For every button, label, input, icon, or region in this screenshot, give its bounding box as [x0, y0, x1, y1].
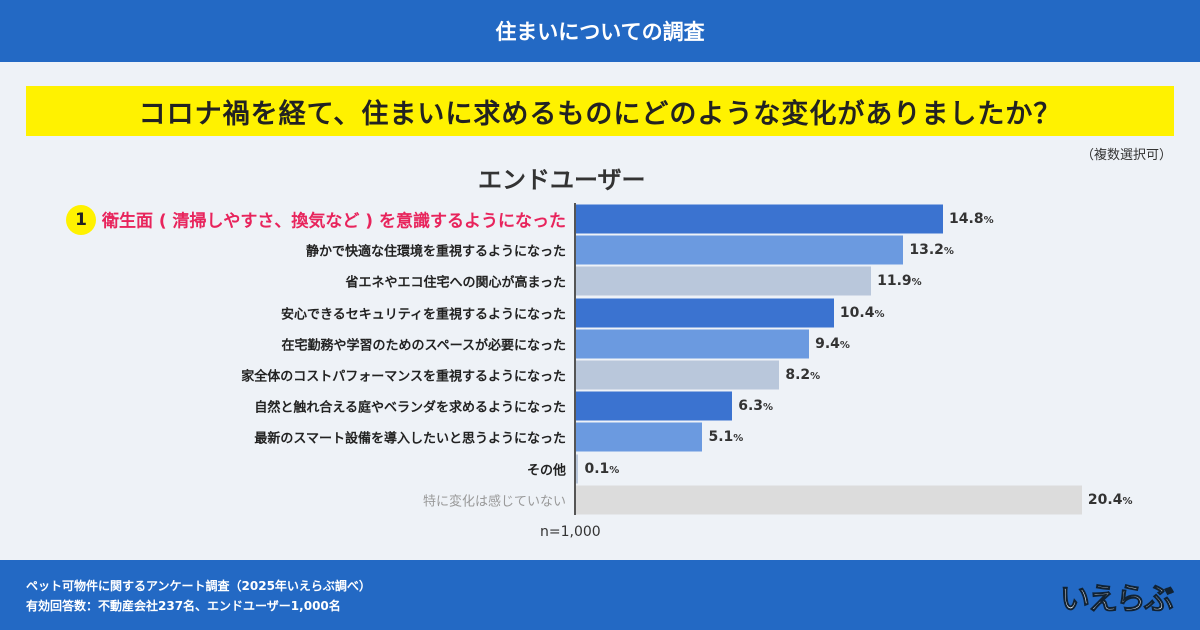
value-label: 0.1%	[584, 460, 620, 477]
value-label: 20.4%	[1087, 491, 1133, 508]
category-label: 在宅勤務や学習のためのスペースが必要になった	[281, 338, 566, 354]
chart-title: エンドユーザー	[478, 166, 646, 194]
bar	[576, 329, 810, 359]
category-label: 省エネやエコ住宅への関心が高まった	[345, 275, 566, 291]
category-label: その他	[526, 463, 566, 479]
category-label: 家全体のコストパフォーマンスを重視するようになった	[241, 369, 566, 385]
bar	[576, 360, 780, 390]
category-label: 安心できるセキュリティを重視するようになった	[281, 307, 566, 323]
footer: ペット可物件に関するアンケート調査（2025年いえらぶ調べ） 有効回答数：不動産…	[0, 560, 1200, 630]
footer-respondents: 有効回答数：不動産会社237名、エンドユーザー1,000名	[26, 599, 341, 613]
bar	[576, 266, 872, 296]
category-label: 衛生面 ( 清掃しやすさ、換気など ) を意識するようになった	[101, 211, 566, 232]
value-label: 11.9%	[877, 273, 922, 290]
multi-select-note: （複数選択可）	[1080, 148, 1172, 163]
header-title: 住まいについての調査	[0, 0, 1200, 62]
category-label: 最新のスマート設備を導入したいと思うようになった	[254, 431, 566, 447]
bar	[576, 422, 703, 452]
bar	[576, 298, 834, 328]
bar	[576, 204, 944, 234]
bar	[576, 485, 1082, 515]
category-label: 特に変化は感じていない	[422, 494, 566, 510]
value-label: 8.2%	[785, 367, 821, 383]
value-label: 13.2%	[909, 242, 954, 259]
bar	[576, 235, 904, 265]
value-label: 6.3%	[738, 398, 774, 415]
rank-badge: 1	[66, 205, 96, 235]
value-label: 5.1%	[708, 429, 744, 446]
value-label: 14.8%	[949, 211, 994, 227]
axis-line	[574, 203, 576, 515]
category-label: 自然と触れ合える庭やベランダを求めるようになった	[254, 400, 566, 416]
category-label: 静かで快適な住環境を重視するようになった	[305, 244, 566, 260]
value-label: 9.4%	[815, 335, 850, 352]
bar	[576, 454, 579, 484]
value-label: 10.4%	[839, 304, 885, 321]
sample-size: n=1,000	[540, 524, 601, 540]
footer-source: ペット可物件に関するアンケート調査（2025年いえらぶ調べ）	[26, 579, 371, 593]
bar	[576, 391, 733, 421]
brand-logo: いえらぶ	[1060, 582, 1175, 618]
question-banner: コロナ禍を経て、住まいに求めるものにどのような変化がありましたか？	[26, 86, 1174, 136]
